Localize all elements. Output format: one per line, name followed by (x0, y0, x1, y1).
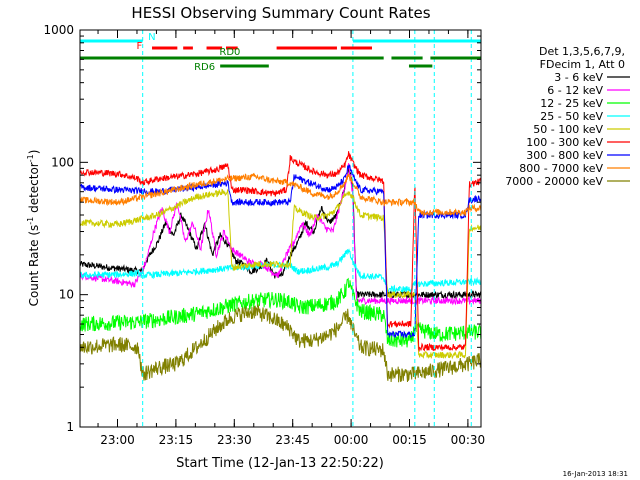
chart-title: HESSI Observing Summary Count Rates (131, 4, 430, 22)
y-label-sup1: -1 (26, 217, 35, 225)
series-line-5 (80, 188, 481, 360)
flag-rd6-label: RD6 (194, 62, 215, 73)
y-tick-label-1: 1 (66, 420, 74, 434)
legend-label-5: 50 - 100 keV (533, 123, 603, 136)
legend-label-4: 25 - 50 keV (540, 110, 603, 123)
y-tick-label-4: 1000 (43, 23, 74, 37)
legend-label-2: 6 - 12 keV (547, 84, 603, 97)
x-tick-label-5: 00:00 (334, 433, 369, 447)
legend-header-line-2: FDecim 1, Att 0 (540, 58, 625, 71)
y-axis-label: Count Rate (s-1 detector-1) (26, 150, 41, 307)
legend-label-6: 100 - 300 keV (526, 136, 603, 149)
series-line-7 (80, 164, 481, 339)
timestamp: 16-Jan-2013 18:31 (563, 470, 628, 478)
legend-label-9: 7000 - 20000 keV (505, 175, 603, 188)
y-label-end: ) (27, 150, 41, 155)
x-tick-label-1: 23:00 (100, 433, 135, 447)
flag-n-label: N (148, 32, 155, 43)
y-label-main: Count Rate (s (27, 225, 41, 307)
x-tick-label-2: 23:15 (159, 433, 194, 447)
legend: Det 1,3,5,6,7,9, FDecim 1, Att 0 3 - 6 k… (505, 45, 630, 188)
x-axis-label: Start Time (12-Jan-13 22:50:22) (176, 456, 384, 471)
series-line-6 (80, 151, 481, 353)
series-line-8 (80, 172, 481, 217)
x-tick-label-6: 00:15 (392, 433, 427, 447)
legend-label-7: 300 - 800 keV (526, 149, 603, 162)
series-line-2 (80, 163, 481, 306)
y-tick-label-2: 10 (59, 288, 74, 302)
legend-label-3: 12 - 25 keV (540, 97, 603, 110)
y-label-sup2: -1 (26, 154, 35, 162)
plot-frame (79, 29, 482, 428)
series-line-9 (80, 304, 481, 383)
legend-header-line-1: Det 1,3,5,6,7,9, (539, 45, 625, 58)
y-tick-label-3: 100 (51, 155, 74, 169)
flag-f-label: F (137, 41, 143, 52)
legend-label-8: 800 - 7000 keV (519, 162, 603, 175)
x-tick-label-3: 23:30 (217, 433, 252, 447)
y-label-mid: detector (27, 162, 41, 217)
flag-rd0-label: RD0 (219, 47, 240, 58)
series-line-1 (80, 165, 481, 300)
x-tick-label-4: 23:45 (275, 433, 310, 447)
legend-label-1: 3 - 6 keV (554, 71, 603, 84)
series-line-3 (80, 277, 481, 348)
x-tick-label-7: 00:30 (451, 433, 486, 447)
